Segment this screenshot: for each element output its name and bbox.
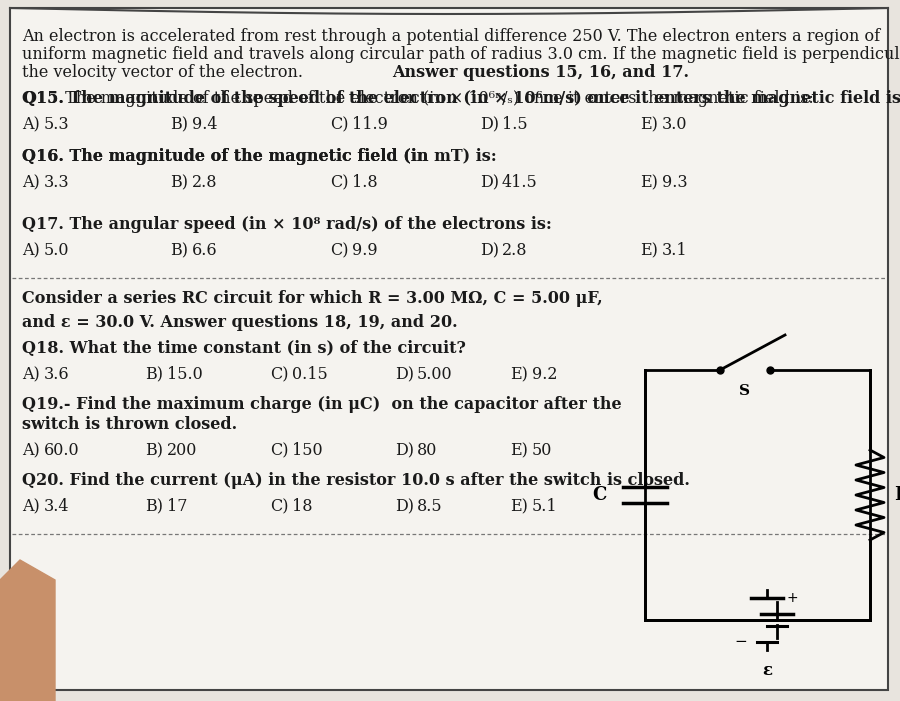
Text: D): D)	[480, 242, 499, 259]
Text: ε: ε	[762, 662, 772, 679]
Text: D): D)	[395, 366, 414, 383]
Text: C): C)	[330, 242, 348, 259]
Text: B): B)	[145, 366, 163, 383]
Text: Q19.- Find the maximum charge (in μC)  on the capacitor after the: Q19.- Find the maximum charge (in μC) on…	[22, 396, 622, 413]
Text: Answer questions 15, 16, and 17.: Answer questions 15, 16, and 17.	[392, 64, 689, 81]
Text: uniform magnetic field and travels along circular path of radius 3.0 cm. If the : uniform magnetic field and travels along…	[22, 46, 900, 63]
Text: 5.1: 5.1	[532, 498, 558, 515]
Text: The magnitude of the speed of the electron (in × 10⁶ⁿ/ₛ) once it enters the magn: The magnitude of the speed of the electr…	[60, 90, 814, 107]
Text: 8.5: 8.5	[417, 498, 443, 515]
Text: Q17. The angular speed (in × 10⁸ rad/s) of the electrons is:: Q17. The angular speed (in × 10⁸ rad/s) …	[22, 216, 552, 233]
Text: −: −	[734, 634, 747, 650]
Text: 3.3: 3.3	[44, 174, 69, 191]
Text: A): A)	[22, 366, 40, 383]
Text: E): E)	[510, 442, 528, 459]
Text: B): B)	[170, 116, 188, 133]
Text: A): A)	[22, 116, 40, 133]
Text: 11.9: 11.9	[352, 116, 388, 133]
Text: 50: 50	[532, 442, 553, 459]
Text: 9.2: 9.2	[532, 366, 557, 383]
Polygon shape	[0, 560, 55, 701]
Text: +: +	[787, 591, 798, 605]
Text: B): B)	[170, 242, 188, 259]
Text: A): A)	[22, 174, 40, 191]
Text: S: S	[740, 384, 751, 398]
Text: B): B)	[170, 174, 188, 191]
Text: C): C)	[330, 116, 348, 133]
Text: C: C	[592, 486, 607, 504]
Text: 6.6: 6.6	[192, 242, 218, 259]
Text: C): C)	[270, 498, 289, 515]
Text: D): D)	[480, 116, 499, 133]
Text: the velocity vector of the electron.: the velocity vector of the electron.	[22, 64, 308, 81]
Text: B): B)	[145, 498, 163, 515]
Text: 5.00: 5.00	[417, 366, 453, 383]
Text: 80: 80	[417, 442, 437, 459]
Text: 3.4: 3.4	[44, 498, 69, 515]
Text: C): C)	[330, 174, 348, 191]
Text: B): B)	[145, 442, 163, 459]
Text: 2.8: 2.8	[192, 174, 218, 191]
Text: A): A)	[22, 442, 40, 459]
Text: Q15.: Q15.	[22, 90, 64, 107]
Text: 0.15: 0.15	[292, 366, 328, 383]
Text: 3.6: 3.6	[44, 366, 69, 383]
Text: A): A)	[22, 242, 40, 259]
Text: 5.3: 5.3	[44, 116, 69, 133]
Text: 5.0: 5.0	[44, 242, 69, 259]
Text: 2.8: 2.8	[502, 242, 527, 259]
Text: 9.9: 9.9	[352, 242, 378, 259]
Text: E): E)	[640, 174, 658, 191]
Text: R: R	[894, 486, 900, 504]
Text: E): E)	[510, 498, 528, 515]
Text: Consider a series RC circuit for which R = 3.00 MΩ, C = 5.00 μF,: Consider a series RC circuit for which R…	[22, 290, 603, 307]
Text: 200: 200	[167, 442, 197, 459]
Text: Q16. The magnitude of the magnetic field (in mT) is:: Q16. The magnitude of the magnetic field…	[22, 148, 497, 165]
Text: Q18. What the time constant (in s) of the circuit?: Q18. What the time constant (in s) of th…	[22, 340, 466, 357]
Text: D): D)	[395, 498, 414, 515]
Text: and ε = 30.0 V. Answer questions 18, 19, and 20.: and ε = 30.0 V. Answer questions 18, 19,…	[22, 314, 457, 331]
Text: D): D)	[395, 442, 414, 459]
Text: 3.1: 3.1	[662, 242, 688, 259]
Text: 60.0: 60.0	[44, 442, 79, 459]
Text: 18: 18	[292, 498, 312, 515]
Text: 9.4: 9.4	[192, 116, 218, 133]
Text: 1.5: 1.5	[502, 116, 527, 133]
Text: switch is thrown closed.: switch is thrown closed.	[22, 416, 237, 433]
Text: 3.0: 3.0	[662, 116, 688, 133]
Text: E): E)	[640, 242, 658, 259]
Text: 9.3: 9.3	[662, 174, 688, 191]
Text: D): D)	[480, 174, 499, 191]
Text: Q16. The magnitude of the magnetic field (in: Q16. The magnitude of the magnetic field…	[22, 148, 434, 165]
Text: 17: 17	[167, 498, 187, 515]
Text: 1.8: 1.8	[352, 174, 378, 191]
Text: 150: 150	[292, 442, 322, 459]
Text: 41.5: 41.5	[502, 174, 538, 191]
Text: E): E)	[640, 116, 658, 133]
Text: An electron is accelerated from rest through a potential difference 250 V. The e: An electron is accelerated from rest thr…	[22, 28, 880, 45]
Text: A): A)	[22, 498, 40, 515]
Text: E): E)	[510, 366, 528, 383]
Text: C): C)	[270, 366, 289, 383]
Text: Q20. Find the current (μA) in the resistor 10.0 s after the switch is closed.: Q20. Find the current (μA) in the resist…	[22, 472, 690, 489]
Text: C): C)	[270, 442, 289, 459]
Text: Q15. The magnitude of the speed of the electron (in × 10⁶m/s) once it enters the: Q15. The magnitude of the speed of the e…	[22, 90, 900, 107]
Text: 15.0: 15.0	[167, 366, 202, 383]
